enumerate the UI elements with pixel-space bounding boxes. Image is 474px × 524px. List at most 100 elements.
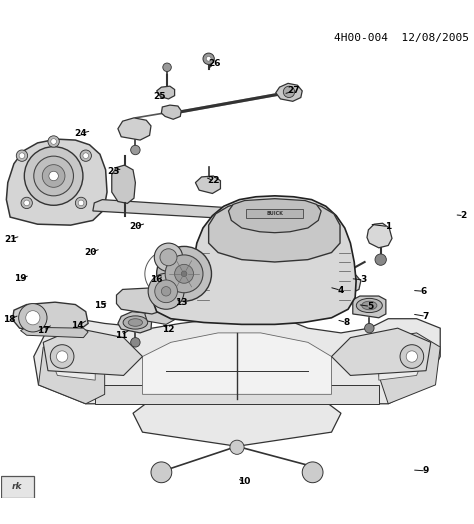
Text: 17: 17 <box>37 326 50 335</box>
Circle shape <box>365 323 374 333</box>
Polygon shape <box>209 201 340 262</box>
Polygon shape <box>133 399 341 446</box>
Text: 27: 27 <box>287 86 300 95</box>
Circle shape <box>406 351 418 362</box>
Text: 8: 8 <box>344 318 350 327</box>
Text: 4: 4 <box>338 286 344 295</box>
Text: 23: 23 <box>107 167 119 176</box>
Text: 15: 15 <box>94 301 106 310</box>
Polygon shape <box>118 118 151 140</box>
Polygon shape <box>331 328 431 375</box>
Circle shape <box>42 165 65 187</box>
Circle shape <box>80 150 91 161</box>
Circle shape <box>50 345 74 368</box>
Circle shape <box>163 63 171 72</box>
Polygon shape <box>379 333 440 404</box>
Text: 4H00-004  12/08/2005: 4H00-004 12/08/2005 <box>334 33 469 43</box>
Polygon shape <box>93 200 237 219</box>
Polygon shape <box>353 296 386 318</box>
Polygon shape <box>95 385 379 404</box>
Ellipse shape <box>362 301 377 310</box>
Circle shape <box>181 271 187 277</box>
Polygon shape <box>195 176 220 193</box>
Circle shape <box>131 145 140 155</box>
Text: 21: 21 <box>4 235 17 244</box>
Circle shape <box>78 200 84 206</box>
Circle shape <box>19 153 25 158</box>
Text: 11: 11 <box>115 331 128 340</box>
FancyBboxPatch shape <box>0 476 34 498</box>
Circle shape <box>75 197 87 209</box>
Circle shape <box>26 311 40 325</box>
Circle shape <box>24 200 29 206</box>
Text: 6: 6 <box>420 287 427 296</box>
Polygon shape <box>20 327 88 337</box>
Circle shape <box>161 287 171 296</box>
Text: 20: 20 <box>84 248 97 257</box>
Circle shape <box>16 150 27 161</box>
Text: 25: 25 <box>153 92 165 101</box>
Text: 12: 12 <box>162 324 175 334</box>
Polygon shape <box>12 302 88 334</box>
Polygon shape <box>228 199 321 233</box>
Text: rk: rk <box>12 483 22 492</box>
Polygon shape <box>145 308 174 324</box>
Polygon shape <box>38 342 105 404</box>
Text: 13: 13 <box>175 298 188 307</box>
Circle shape <box>155 243 182 271</box>
Polygon shape <box>161 105 181 119</box>
Circle shape <box>160 249 177 266</box>
Text: 9: 9 <box>423 466 429 475</box>
Circle shape <box>302 462 323 483</box>
Circle shape <box>18 303 47 332</box>
Circle shape <box>400 345 424 368</box>
Polygon shape <box>330 272 361 294</box>
Text: 2: 2 <box>461 211 467 220</box>
Polygon shape <box>6 139 107 225</box>
Polygon shape <box>118 312 152 333</box>
Text: 26: 26 <box>208 59 220 68</box>
Polygon shape <box>151 196 356 324</box>
Circle shape <box>283 86 295 97</box>
Circle shape <box>48 136 59 147</box>
Polygon shape <box>112 165 136 203</box>
Ellipse shape <box>123 316 148 329</box>
Text: BUICK: BUICK <box>266 211 283 216</box>
Text: 7: 7 <box>423 312 429 321</box>
Polygon shape <box>34 314 440 404</box>
Text: 10: 10 <box>238 477 251 486</box>
Text: 20: 20 <box>129 222 142 231</box>
Text: 14: 14 <box>71 321 83 330</box>
Circle shape <box>206 57 211 61</box>
Circle shape <box>230 440 244 454</box>
Circle shape <box>83 153 89 158</box>
Text: 5: 5 <box>367 302 374 311</box>
Text: 3: 3 <box>361 276 367 285</box>
Polygon shape <box>43 328 143 375</box>
Circle shape <box>203 53 214 64</box>
Circle shape <box>24 147 83 205</box>
Polygon shape <box>379 337 426 380</box>
Text: 22: 22 <box>207 176 219 185</box>
Circle shape <box>174 265 193 283</box>
Circle shape <box>155 280 177 303</box>
Polygon shape <box>276 83 302 101</box>
Circle shape <box>148 274 184 309</box>
Circle shape <box>34 156 73 196</box>
Text: 24: 24 <box>75 129 87 138</box>
Circle shape <box>131 337 140 347</box>
Circle shape <box>165 255 203 293</box>
Circle shape <box>375 254 386 265</box>
Circle shape <box>156 246 211 301</box>
Polygon shape <box>48 342 95 380</box>
Text: 16: 16 <box>150 276 163 285</box>
Circle shape <box>51 139 56 144</box>
Ellipse shape <box>356 298 383 313</box>
Text: 19: 19 <box>14 274 27 283</box>
Text: 18: 18 <box>3 315 16 324</box>
Bar <box>246 209 303 217</box>
Ellipse shape <box>128 319 143 326</box>
Text: 1: 1 <box>385 222 392 231</box>
Polygon shape <box>143 333 331 395</box>
Polygon shape <box>156 86 174 99</box>
